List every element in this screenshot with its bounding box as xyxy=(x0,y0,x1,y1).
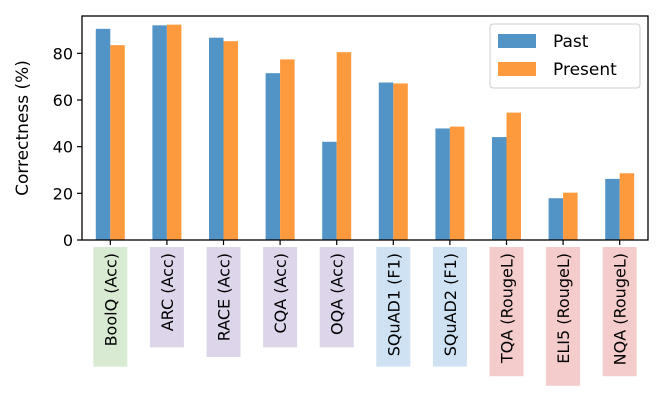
x-tick-label: NQA (RougeL) xyxy=(611,253,630,365)
x-tick-label: BoolQ (Acc) xyxy=(101,253,120,346)
bar-past xyxy=(152,25,167,241)
bar-past xyxy=(548,198,564,240)
legend: Past Present xyxy=(489,23,641,89)
category-highlight xyxy=(432,247,467,367)
bar-present xyxy=(449,126,465,240)
y-tick-label: 40 xyxy=(53,138,73,157)
bar-past xyxy=(265,73,281,241)
plot-frame xyxy=(81,15,649,241)
bar-present xyxy=(336,52,352,240)
category-highlight xyxy=(376,247,411,367)
category-highlight xyxy=(546,247,581,386)
bar-past xyxy=(95,28,111,241)
bar-present xyxy=(166,24,182,241)
x-tick-label: RACE (Acc) xyxy=(215,253,234,341)
category-highlight xyxy=(602,247,637,377)
bar-past xyxy=(605,178,620,240)
category-highlight xyxy=(149,247,184,348)
bar-present xyxy=(393,83,408,240)
bar-present xyxy=(506,112,521,240)
y-tick-label: 80 xyxy=(53,44,73,63)
bars xyxy=(95,24,635,241)
legend-swatch-past xyxy=(498,34,536,48)
y-tick-label: 20 xyxy=(53,184,73,203)
category-highlights xyxy=(93,247,637,386)
x-tick-label: OQA (Acc) xyxy=(328,253,347,335)
x-tick-label: SQuAD2 (F1) xyxy=(441,253,460,356)
bar-present xyxy=(280,59,295,241)
bar-present xyxy=(223,41,238,241)
category-highlight xyxy=(93,247,128,367)
category-highlight xyxy=(206,247,241,357)
y-axis: 0 20 40 60 80 xyxy=(53,44,82,250)
legend-label-present: Present xyxy=(553,60,617,80)
x-tick-label: CQA (Acc) xyxy=(271,253,290,334)
y-tick-label: 0 xyxy=(63,231,73,250)
x-tick-label: ARC (Acc) xyxy=(158,253,177,331)
bar-past xyxy=(322,141,337,240)
bar-past xyxy=(435,128,450,240)
bar-past xyxy=(209,37,224,241)
legend-swatch-present xyxy=(498,62,536,76)
category-highlight xyxy=(319,247,354,348)
bar-present xyxy=(619,173,635,240)
x-tick-label: SQuAD1 (F1) xyxy=(384,253,403,356)
bar-present xyxy=(563,192,578,240)
bar-past xyxy=(492,137,507,240)
bar-past xyxy=(378,82,394,240)
bar-present xyxy=(110,45,125,240)
x-axis: BoolQ (Acc) ARC (Acc) RACE (Acc) CQA (Acc) O… xyxy=(101,240,630,365)
x-tick-label: ELI5 (RougeL) xyxy=(554,253,573,364)
legend-label-past: Past xyxy=(553,32,589,52)
category-highlight xyxy=(489,247,524,377)
category-highlight xyxy=(263,247,298,348)
y-axis-label: Correctness (%) xyxy=(13,60,33,196)
y-tick-label: 60 xyxy=(53,91,73,110)
x-tick-label: TQA (RougeL) xyxy=(498,253,517,364)
